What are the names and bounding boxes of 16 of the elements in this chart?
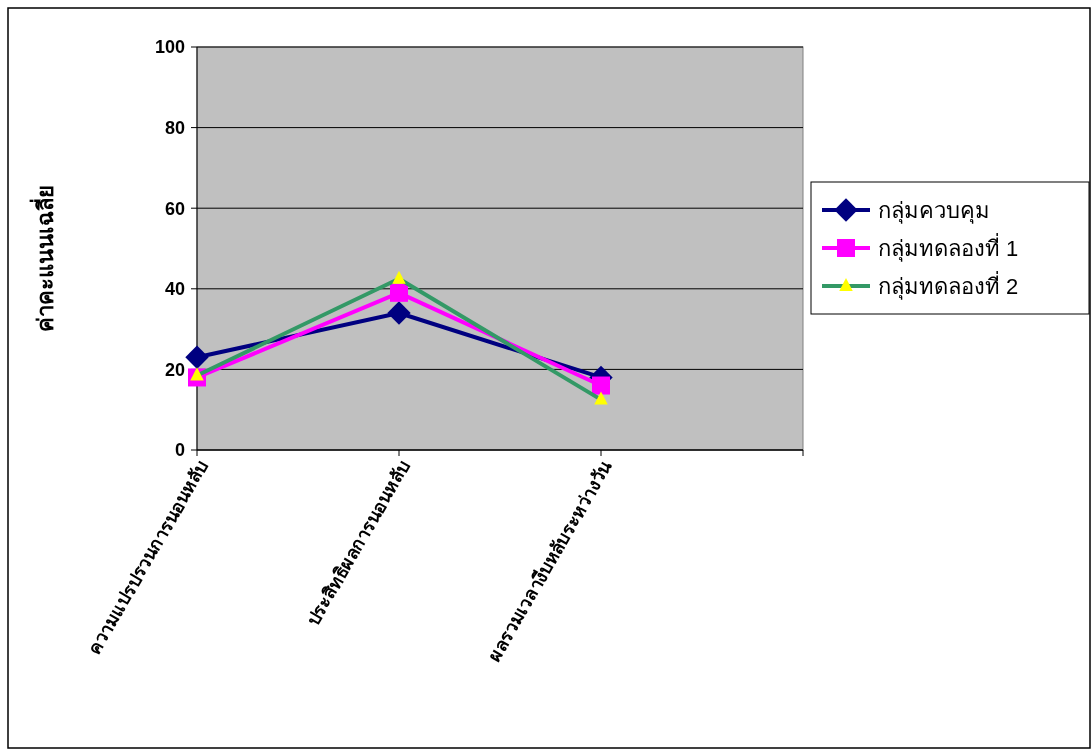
point <box>185 345 209 370</box>
y-axis-title: ค่าคะแนนเฉลี่ย <box>28 185 58 332</box>
y-tick-label: 0 <box>174 440 185 461</box>
legend-label: กลุ่มควบคุม <box>878 197 990 224</box>
y-tick-label: 40 <box>164 279 185 300</box>
point <box>392 270 406 284</box>
point <box>387 301 411 325</box>
legend-label: กลุ่มทดลองที่ 1 <box>878 232 1019 262</box>
point <box>594 391 608 405</box>
y-tick-label: 80 <box>164 117 185 138</box>
y-tick-label: 60 <box>164 198 185 219</box>
point <box>592 376 610 395</box>
legend-label: กลุ่มทดลองที่ 2 <box>878 270 1019 300</box>
y-tick-label: 20 <box>164 359 185 380</box>
y-tick-label: 100 <box>154 37 185 58</box>
point <box>390 283 408 302</box>
